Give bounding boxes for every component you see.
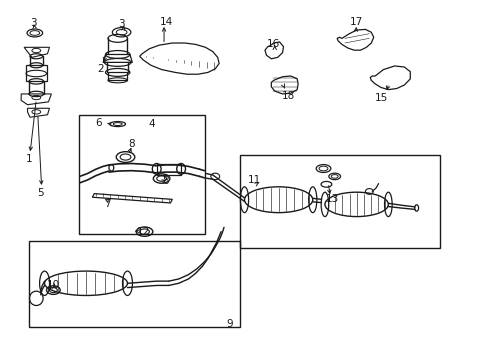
Bar (29, 241, 239, 327)
Text: 8: 8 (162, 176, 168, 186)
Bar (79, 116, 205, 234)
Text: 3: 3 (118, 19, 124, 29)
Bar (157, 164, 181, 175)
Text: 7: 7 (103, 199, 110, 209)
Bar (239, 155, 439, 248)
Text: 16: 16 (266, 39, 280, 49)
Text: 1: 1 (25, 154, 32, 164)
Bar (108, 72, 127, 80)
Text: 8: 8 (128, 139, 134, 149)
Text: 10: 10 (47, 280, 60, 290)
Text: 15: 15 (374, 93, 387, 103)
Text: 9: 9 (226, 319, 233, 329)
Text: 12: 12 (136, 227, 149, 237)
Text: 3: 3 (30, 18, 37, 28)
Text: 4: 4 (148, 120, 155, 129)
Text: 11: 11 (247, 175, 260, 185)
Text: 2: 2 (97, 64, 104, 74)
Text: 13: 13 (325, 194, 338, 204)
Text: 5: 5 (37, 188, 44, 198)
Text: 6: 6 (95, 118, 102, 128)
Text: 14: 14 (160, 17, 173, 27)
Text: 18: 18 (281, 91, 294, 101)
Text: 17: 17 (349, 17, 363, 27)
